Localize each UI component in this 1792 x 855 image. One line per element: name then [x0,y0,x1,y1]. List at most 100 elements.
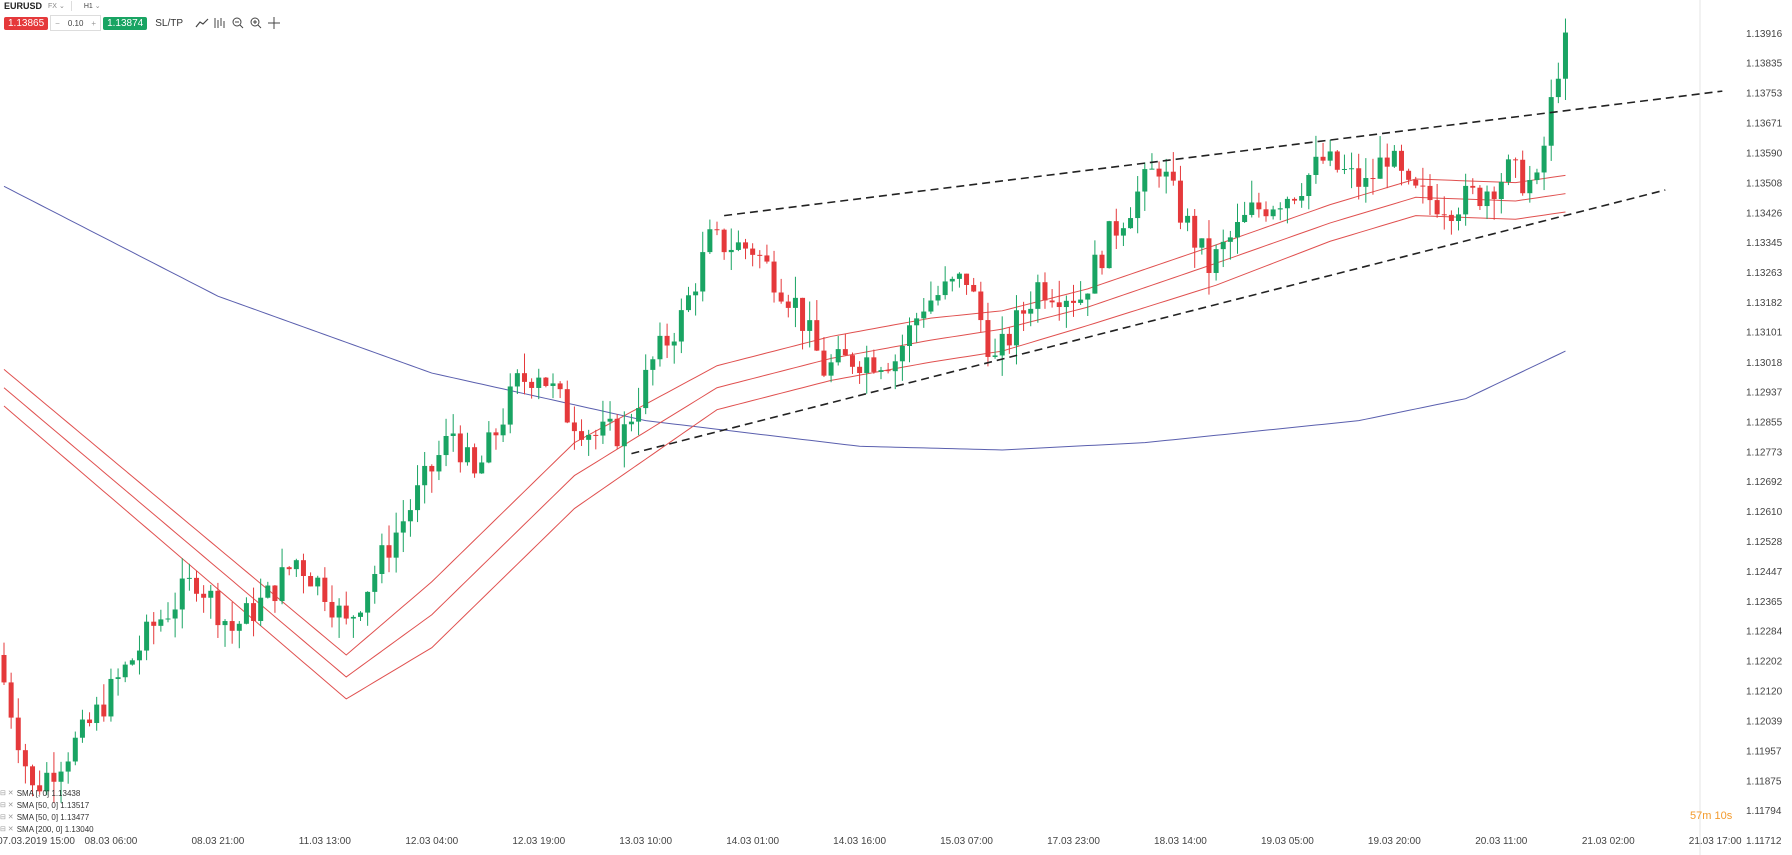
toggle-icon[interactable]: ⊟ ✕ [0,826,14,833]
x-tick-label: 12.03 19:00 [512,836,565,847]
candle-body [1541,145,1547,173]
x-tick-label: 14.03 16:00 [833,836,886,847]
candle-body [1384,157,1390,167]
candle-body [300,560,306,577]
legend-label: SMA [ [16,788,39,798]
candle-body [308,576,314,587]
candle-body [579,431,585,440]
candle-body [493,432,499,436]
symbol-label[interactable]: EURUSD [4,1,43,11]
y-tick-label: 1.12039 [1746,716,1783,727]
toggle-icon[interactable]: ⊟ ✕ [0,802,14,809]
instrument-row: EURUSD FX ⌄ H1 ⌄ [4,0,101,12]
candle-body [1427,185,1433,201]
line-chart-icon[interactable] [193,15,211,31]
candle-body [144,621,150,651]
candle-body [921,311,927,319]
candle-body [1263,209,1269,217]
candle-body [1505,159,1511,182]
candle-body [792,297,798,308]
candle-body [1341,168,1347,170]
candle-body [550,383,556,386]
lot-size-value[interactable]: 0.10 [67,18,84,28]
candle-body [172,609,178,619]
y-tick-label: 1.12528 [1746,537,1783,548]
candle-body [415,485,421,511]
candle-body [507,386,513,425]
y-tick-label: 1.13263 [1746,268,1783,279]
candle-body [372,573,378,592]
candle-body [835,349,841,363]
candle-body [201,593,207,598]
buy-button[interactable]: 1.13874 [103,16,148,30]
indicators-icon[interactable] [211,15,229,31]
candle-body [186,577,192,579]
candle-body [37,785,43,792]
candle-body [1,654,7,683]
crosshair-icon[interactable] [265,15,283,31]
legend-item[interactable]: ⊟ ✕ SMA [50, 0] 1.13477 [0,811,94,823]
candle-body [386,545,392,558]
toggle-icon[interactable]: ⊟ ✕ [0,814,14,821]
candle-body [907,325,913,346]
candle-body [600,421,606,436]
legend-item[interactable]: ⊟ ✕ SMA [200, 0] 1.13040 [0,823,94,835]
timeframe-select[interactable]: H1 [83,2,93,10]
y-tick-label: 1.12773 [1746,448,1783,459]
candle-body [1185,215,1191,223]
candle-body [315,577,321,587]
toggle-icon[interactable]: ⊟ ✕ [0,790,14,797]
candle-body [1349,168,1355,170]
candle-body [586,434,592,440]
candle-body [800,297,806,331]
candle-body [1413,179,1419,186]
x-tick-label: 19.03 05:00 [1261,836,1314,847]
trend-line[interactable] [631,189,1666,455]
candle-body [215,590,221,626]
candle-body [771,261,777,293]
lot-size-stepper[interactable]: − 0.10 + [50,15,102,31]
zoom-out-icon[interactable] [229,15,247,31]
candle-body [571,422,577,432]
increase-lot-button[interactable]: + [91,18,97,28]
candle-body [258,597,264,621]
candle-body [286,567,292,570]
chevron-down-icon[interactable]: ⌄ [94,3,101,10]
candle-body [129,660,135,665]
legend-item[interactable]: ⊟ ✕ SMA [50, 0] 1.13517 [0,799,94,811]
legend-item[interactable]: ⊟ ✕ SMA [, 0] 1.13438 [0,787,94,799]
legend-value: , 0] 1.13438 [38,788,81,798]
sltp-button[interactable]: SL/TP [155,17,184,29]
decrease-lot-button[interactable]: − [55,18,60,28]
candle-body [1156,168,1162,177]
candle-body [1063,300,1069,308]
candle-body [1227,237,1233,242]
candle-body [1491,191,1497,200]
zoom-in-icon[interactable] [247,15,265,31]
candle-body [51,772,57,782]
candle-body [1177,180,1183,223]
chart-toolbar: EURUSD FX ⌄ H1 ⌄ 1.13865 − 0.10 + 1.1387… [0,0,1792,40]
trend-line[interactable] [724,90,1723,217]
candle-body [272,585,278,602]
y-tick-label: 1.13101 [1746,327,1783,338]
candle-body [728,249,734,253]
candle-body [1463,185,1469,215]
candle-body [693,291,699,296]
sell-button[interactable]: 1.13865 [4,16,49,30]
candle-body [842,349,848,356]
candle-body [30,766,36,786]
candle-body [122,664,128,678]
indicator-legend: ⊟ ✕ SMA [, 0] 1.13438 ⊟ ✕ SMA [50, 0] 1.… [0,787,94,835]
y-tick-label: 1.13508 [1746,178,1783,189]
candle-body [628,421,634,425]
x-tick-label: 08.03 21:00 [191,836,244,847]
chevron-down-icon[interactable]: ⌄ [58,3,65,10]
candle-body [935,295,941,301]
candle-body [885,370,891,372]
y-tick-label: 1.12284 [1746,627,1783,638]
candle-body [422,465,428,486]
candle-body [350,616,356,619]
candle-body [87,719,93,724]
